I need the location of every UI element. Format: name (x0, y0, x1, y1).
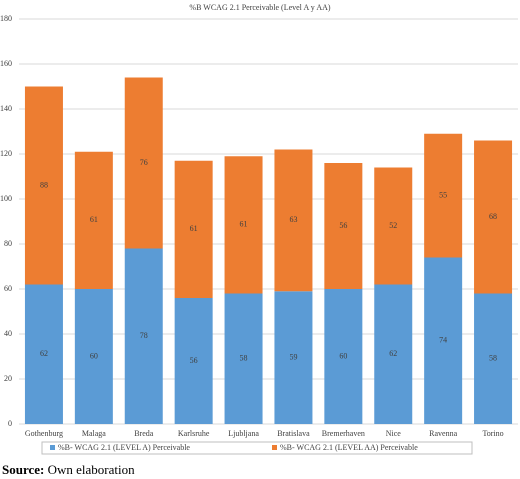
bar-segment (324, 289, 363, 424)
y-tick-label: 0 (8, 419, 12, 428)
bar-segment (24, 284, 63, 424)
x-tick-label: Malaga (82, 429, 106, 438)
data-label: 56 (190, 356, 198, 365)
bar-segment (374, 167, 413, 285)
data-label: 56 (339, 221, 347, 230)
x-tick-label: Gothenburg (25, 429, 63, 438)
data-label: 52 (389, 221, 397, 230)
bar-segment (374, 284, 413, 424)
bar-segment (424, 257, 463, 424)
legend-swatch (50, 445, 55, 450)
y-tick-label: 100 (0, 194, 12, 203)
data-label: 59 (289, 352, 297, 361)
chart: %B WCAG 2.1 Perceivable (Level A y AA) 0… (0, 3, 518, 455)
source-text: Own elaboration (47, 462, 135, 477)
bar-segment (424, 133, 463, 258)
data-label: 76 (140, 158, 148, 167)
data-label: 74 (439, 336, 447, 345)
bar-segment (474, 140, 513, 294)
data-label: 58 (240, 354, 248, 363)
y-tick-label: 80 (4, 239, 12, 248)
x-tick-label: Breda (134, 429, 154, 438)
bar-segment (24, 86, 63, 285)
data-label: 78 (140, 331, 148, 340)
bar-segment (224, 156, 263, 294)
data-label: 61 (240, 220, 248, 229)
chart-title: %B WCAG 2.1 Perceivable (Level A y AA) (189, 3, 330, 12)
source-note: Source: Own elaboration (2, 462, 135, 478)
y-tick-label: 20 (4, 374, 12, 383)
bar-segment (274, 149, 313, 292)
bar-segment (174, 298, 213, 424)
bar-segment (74, 151, 113, 289)
x-tick-label: Bremerhaven (322, 429, 365, 438)
y-tick-label: 140 (0, 104, 12, 113)
bar-segment (74, 289, 113, 424)
source-label: Source: (2, 462, 45, 477)
legend-label: %B- WCAG 2.1 (LEVEL AA) Perceivable (280, 443, 418, 452)
bar-segment (474, 293, 513, 424)
y-tick-label: 180 (0, 14, 12, 23)
data-label: 62 (40, 349, 48, 358)
y-tick-label: 60 (4, 284, 12, 293)
y-tick-label: 40 (4, 329, 12, 338)
x-tick-label: Bratislava (277, 429, 310, 438)
data-label: 58 (489, 354, 497, 363)
x-tick-label: Karlsruhe (178, 429, 210, 438)
y-tick-label: 160 (0, 59, 12, 68)
data-label: 55 (439, 190, 447, 199)
y-tick-label: 120 (0, 149, 12, 158)
legend-box (41, 441, 473, 455)
data-label: 61 (90, 215, 98, 224)
data-label: 60 (90, 351, 98, 360)
bar-segment (124, 77, 163, 249)
x-tick-label: Nice (386, 429, 402, 438)
data-label: 68 (489, 212, 497, 221)
data-label: 88 (40, 180, 48, 189)
data-label: 60 (339, 351, 347, 360)
x-tick-label: Ljubljana (228, 429, 259, 438)
legend-swatch (272, 445, 277, 450)
bar-segment (124, 248, 163, 424)
legend-label: %B- WCAG 2.1 (LEVEL A) Perceivable (58, 443, 190, 452)
bar-segment (324, 163, 363, 289)
data-label: 61 (190, 224, 198, 233)
data-label: 63 (289, 215, 297, 224)
bar-segment (224, 293, 263, 424)
bar-segment (174, 160, 213, 298)
x-tick-label: Torino (482, 429, 503, 438)
data-label: 62 (389, 349, 397, 358)
x-tick-label: Ravenna (429, 429, 457, 438)
bar-segment (274, 291, 313, 424)
